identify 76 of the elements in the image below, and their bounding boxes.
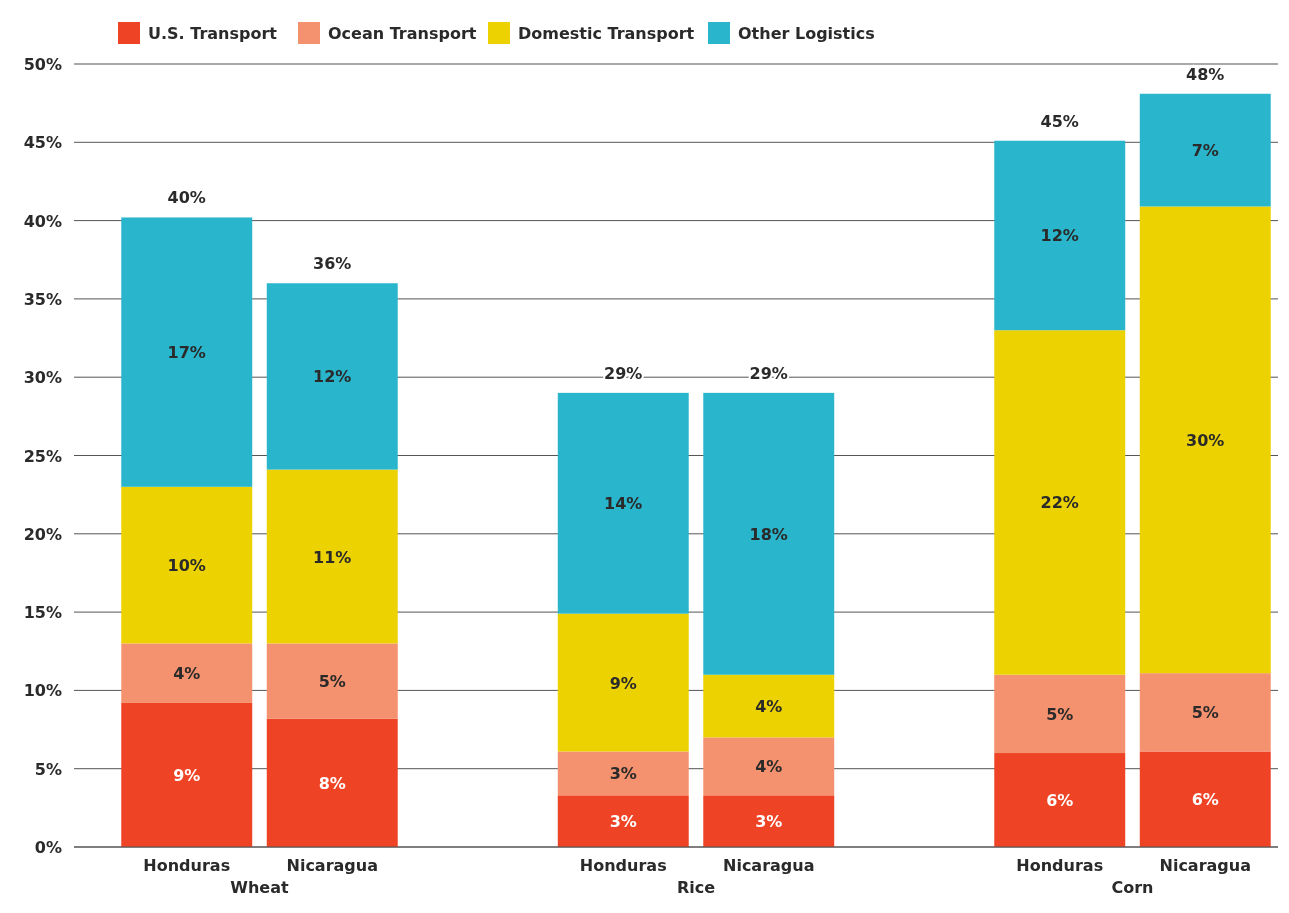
bar	[994, 330, 1126, 675]
y-tick-label: 15%	[23, 603, 62, 623]
y-tick-label: 20%	[23, 524, 62, 544]
y-tick-label: 25%	[23, 446, 62, 466]
total-label: 45%	[1040, 111, 1079, 131]
data-label: 5%	[1191, 703, 1219, 723]
text: Rice	[676, 878, 716, 897]
total-label: 40%	[167, 188, 206, 208]
data-label: 7%	[1191, 141, 1219, 161]
y-tick-label: 45%	[23, 133, 62, 153]
data-label: 5%	[318, 672, 346, 691]
data-label: 3%	[755, 812, 783, 832]
x-tick-label: Honduras	[143, 856, 231, 875]
y-tick-label: 50%	[23, 55, 62, 74]
bar	[994, 674, 1126, 754]
bar	[994, 753, 1126, 847]
x-tick-label: Nicaragua	[286, 856, 378, 875]
data-label: 4%	[173, 664, 201, 684]
legend-label: U.S. Transport	[148, 24, 278, 43]
data-label: 6%	[1191, 790, 1219, 810]
bar	[1139, 206, 1271, 674]
bar	[557, 392, 689, 614]
data-label: 11%	[313, 547, 352, 567]
data-label: 30%	[1186, 430, 1225, 450]
bar	[557, 795, 689, 847]
bar	[266, 643, 398, 719]
y-tick-label: 5%	[34, 759, 62, 779]
data-label: 18%	[749, 524, 788, 544]
bar	[121, 643, 253, 703]
bar	[121, 702, 253, 847]
data-label: 3%	[609, 812, 637, 832]
data-label: 22%	[1040, 493, 1079, 513]
bar	[703, 392, 835, 675]
bar	[557, 751, 689, 796]
data-label: 9%	[173, 765, 201, 785]
bar	[703, 674, 835, 738]
bar	[1139, 751, 1271, 847]
bar	[557, 613, 689, 752]
text: Wheat	[230, 878, 290, 897]
y-tick-label: 35%	[23, 289, 62, 309]
data-label: 4%	[755, 757, 783, 777]
x-tick-label: Nicaragua	[1159, 856, 1251, 875]
legend-label: Other Logistics	[738, 24, 875, 43]
data-label: 4%	[755, 697, 783, 717]
data-label: 12%	[1040, 226, 1079, 246]
bar	[703, 795, 835, 847]
legend-label: Ocean Transport	[328, 24, 477, 43]
y-tick-label: 10%	[23, 681, 62, 701]
total-label: 36%	[313, 254, 352, 274]
data-label: 10%	[167, 556, 206, 576]
x-tick-label: Honduras	[1016, 856, 1104, 875]
data-label: 5%	[1046, 704, 1074, 724]
text: Corn	[1111, 878, 1154, 897]
bar	[121, 217, 253, 487]
bar	[994, 140, 1126, 331]
data-label: 6%	[1046, 791, 1074, 811]
data-label: 8%	[318, 773, 346, 793]
data-label: 12%	[313, 367, 352, 387]
data-label: 9%	[609, 673, 637, 693]
bar	[266, 718, 398, 847]
y-tick-label: 0%	[34, 838, 62, 857]
data-label: 14%	[604, 494, 643, 514]
legend-label: Domestic Transport	[518, 24, 695, 43]
bar	[1139, 93, 1271, 207]
bar	[266, 283, 398, 470]
x-tick-label: Honduras	[579, 856, 667, 875]
data-label: 17%	[167, 343, 206, 363]
total-label: 48%	[1186, 64, 1225, 84]
y-tick-label: 30%	[23, 368, 62, 388]
bar	[1139, 673, 1271, 752]
data-label: 3%	[609, 764, 637, 784]
bar	[266, 469, 398, 644]
bar	[121, 486, 253, 644]
x-tick-label: Nicaragua	[723, 856, 815, 875]
y-tick-label: 40%	[23, 211, 62, 231]
bar	[703, 737, 835, 796]
